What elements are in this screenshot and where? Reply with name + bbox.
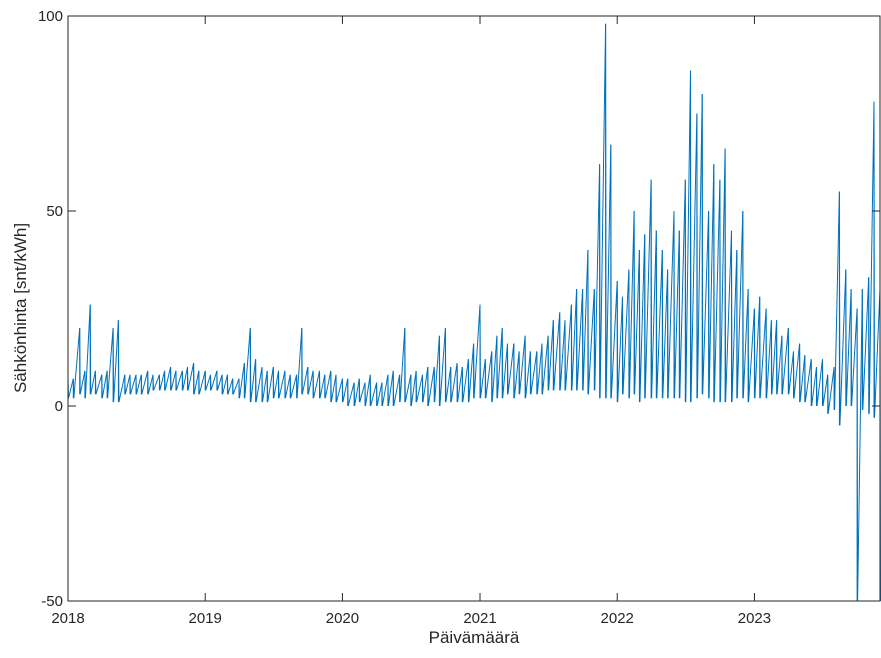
y-tick-label: 0 xyxy=(55,398,63,415)
x-tick-label: 2023 xyxy=(738,610,771,627)
x-tick-label: 2020 xyxy=(326,610,359,627)
y-tick-label: 100 xyxy=(38,8,63,25)
plot-area-background xyxy=(68,16,880,601)
y-tick-label: 50 xyxy=(46,203,63,220)
x-tick-label: 2022 xyxy=(601,610,634,627)
x-tick-label: 2021 xyxy=(463,610,496,627)
x-tick-label: 2018 xyxy=(51,610,84,627)
x-tick-label: 2019 xyxy=(189,610,222,627)
y-axis-label: Sähkönhinta [snt/kWh] xyxy=(11,223,30,393)
y-tick-label: -50 xyxy=(41,593,63,610)
plot-area-frame xyxy=(67,15,881,602)
y-axis-ticks: -50 0 50 100 xyxy=(38,8,880,610)
x-axis-ticks: 2018 2019 2020 2021 2022 2023 xyxy=(51,16,771,627)
x-axis-label: Päivämäärä xyxy=(429,628,520,647)
